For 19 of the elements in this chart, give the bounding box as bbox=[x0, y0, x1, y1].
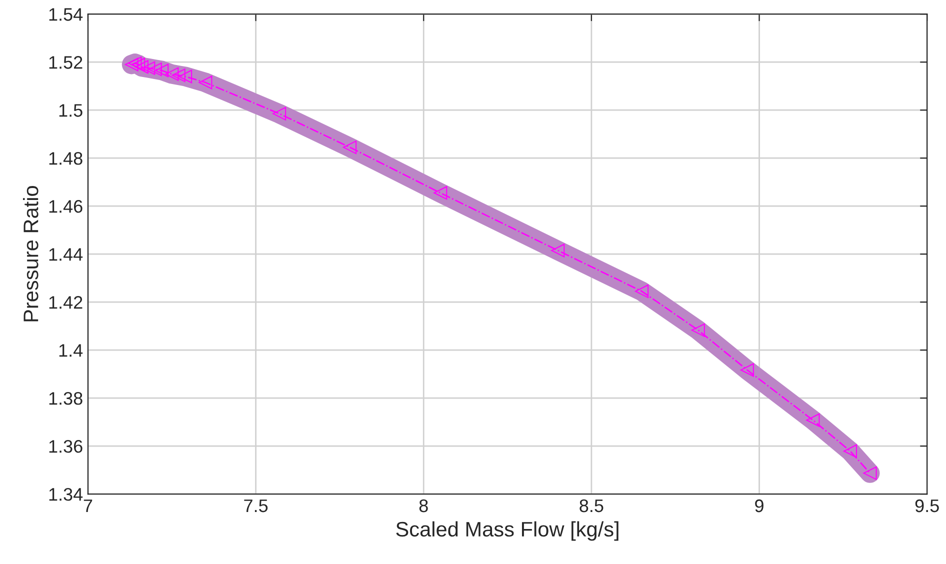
y-tick-label: 1.5 bbox=[59, 104, 82, 117]
x-tick-label: 9.5 bbox=[915, 499, 939, 512]
y-tick-label: 1.44 bbox=[49, 248, 83, 261]
y-tick-label: 1.46 bbox=[49, 200, 82, 213]
y-tick-label: 1.54 bbox=[49, 8, 83, 21]
x-tick-label: 8 bbox=[419, 499, 428, 512]
y-axis-title: Pressure Ratio bbox=[23, 186, 38, 322]
y-tick-label: 1.36 bbox=[49, 440, 82, 453]
y-tick-label: 1.42 bbox=[49, 296, 82, 309]
y-tick-label: 1.52 bbox=[49, 56, 82, 69]
x-tick-label: 8.5 bbox=[580, 499, 604, 512]
x-tick-label: 9 bbox=[755, 499, 764, 512]
y-tick-label: 1.38 bbox=[49, 392, 82, 405]
y-tick-label: 1.4 bbox=[59, 344, 83, 357]
y-tick-label: 1.48 bbox=[49, 152, 82, 165]
y-tick-label: 1.34 bbox=[49, 488, 83, 501]
x-tick-label: 7 bbox=[84, 500, 92, 512]
x-axis-title: Scaled Mass Flow [kg/s] bbox=[396, 521, 618, 541]
x-tick-label: 7.5 bbox=[244, 500, 268, 512]
